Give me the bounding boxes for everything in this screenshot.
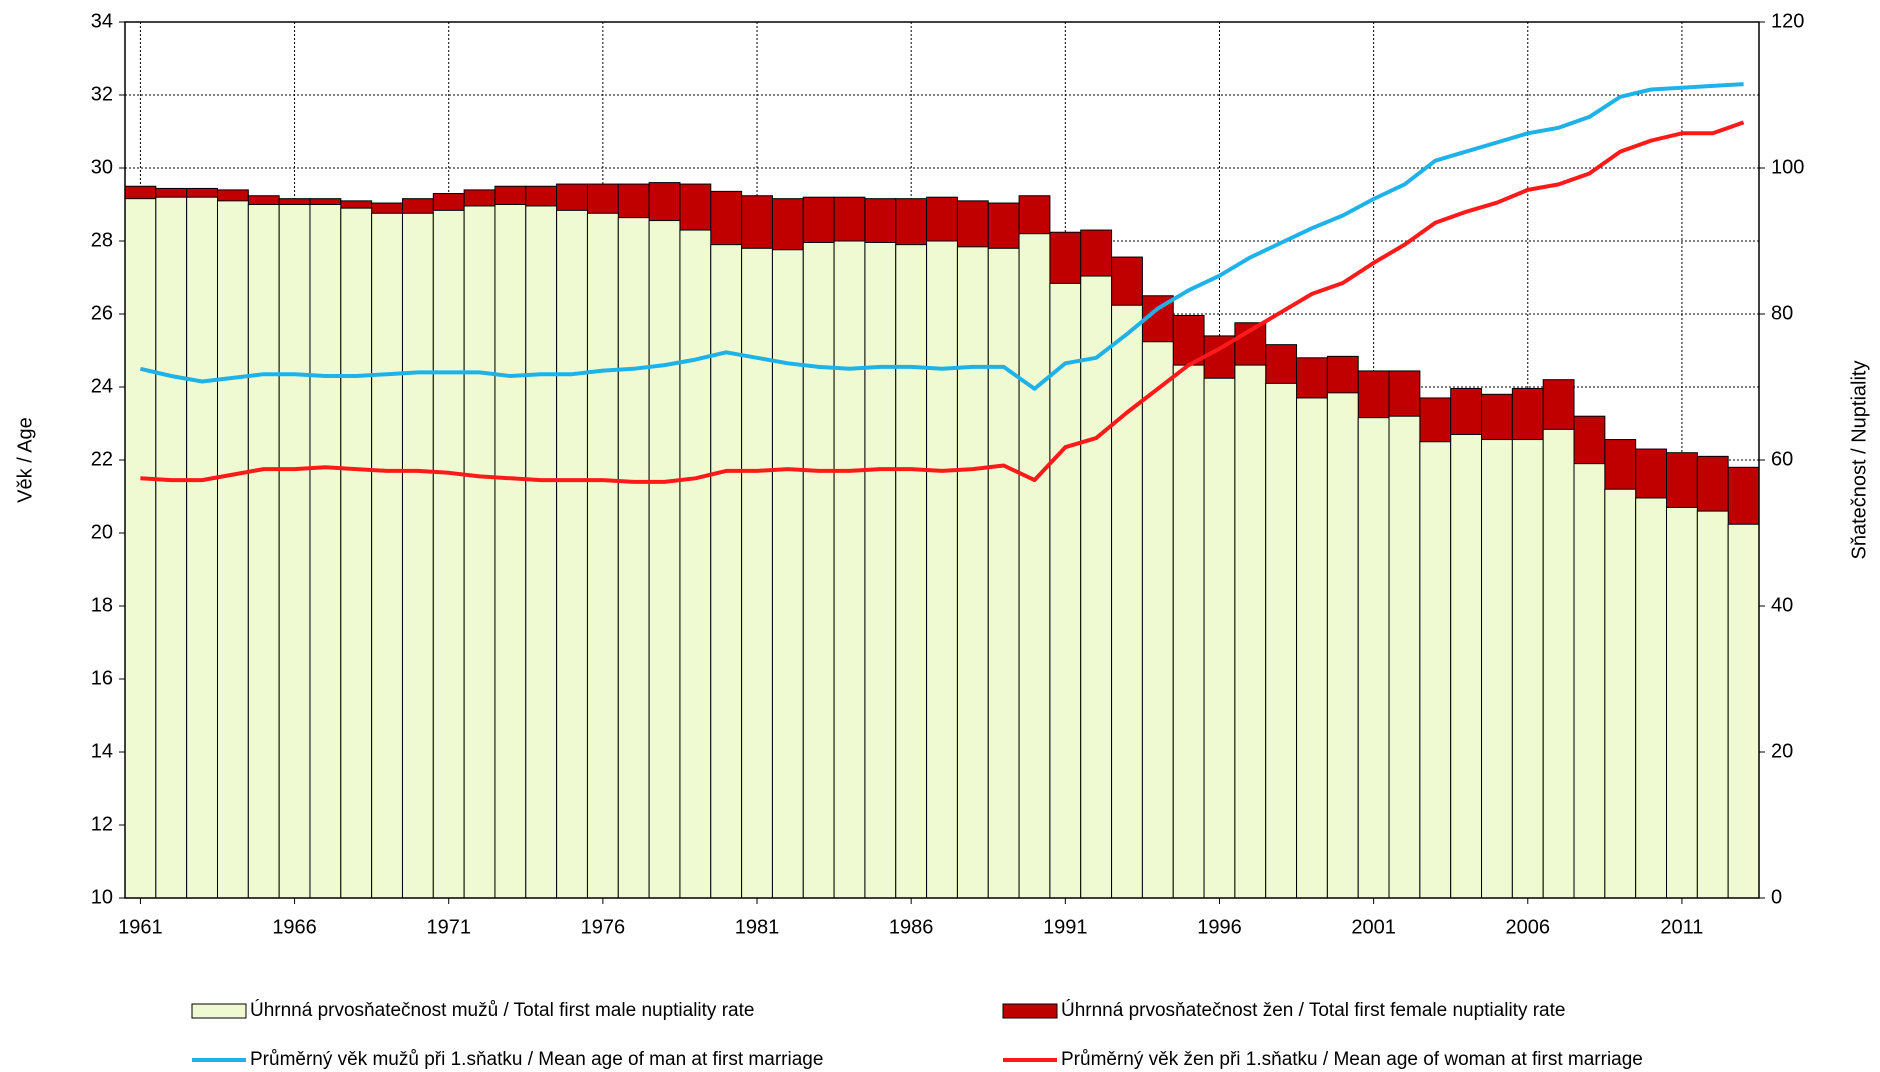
y-tick-label: 14 xyxy=(91,740,113,762)
bar xyxy=(556,209,588,899)
bar xyxy=(124,198,157,899)
line xyxy=(139,82,1744,391)
y-tick-label: 22 xyxy=(91,448,113,470)
bar xyxy=(802,241,835,899)
bar xyxy=(1326,392,1359,899)
bar xyxy=(741,247,773,899)
x-tick-label: 1981 xyxy=(735,916,780,938)
y-tick-label: 32 xyxy=(91,83,113,105)
bar xyxy=(833,240,866,899)
bar xyxy=(1172,364,1205,899)
legend-swatch xyxy=(1002,1003,1058,1019)
bar xyxy=(1388,415,1421,899)
bar xyxy=(1080,275,1113,899)
bar xyxy=(1450,433,1483,899)
plot-border xyxy=(124,21,1760,899)
bar xyxy=(1481,439,1513,899)
x-tick-label: 2006 xyxy=(1506,916,1551,938)
bar xyxy=(864,241,897,899)
bar xyxy=(1666,506,1698,899)
bar xyxy=(1296,397,1328,899)
y-tick-label: 30 xyxy=(91,156,113,178)
bar xyxy=(186,196,218,899)
y-axis-label: Věk / Age xyxy=(14,417,36,503)
bar xyxy=(1511,439,1544,899)
bar xyxy=(1141,341,1174,899)
x-tick-label: 1966 xyxy=(272,916,317,938)
x-tick-label: 1991 xyxy=(1043,916,1088,938)
bar xyxy=(771,249,804,899)
bar xyxy=(247,204,280,899)
bar xyxy=(525,205,558,899)
y-tick-label: 16 xyxy=(91,667,113,689)
bar xyxy=(1573,463,1606,899)
bar xyxy=(1727,523,1760,899)
y2-tick-label: 120 xyxy=(1771,10,1804,32)
y-tick-label: 24 xyxy=(91,375,113,397)
bar xyxy=(710,244,743,899)
bar xyxy=(278,204,311,899)
y-tick-label: 10 xyxy=(91,886,113,908)
x-tick-label: 1976 xyxy=(581,916,626,938)
bar xyxy=(1696,510,1729,899)
legend: Úhrnná prvosňatečnost mužů / Total first… xyxy=(191,999,1643,1070)
y-tick-label: 26 xyxy=(91,302,113,324)
bar xyxy=(895,244,928,899)
x-tick-label: 1961 xyxy=(118,916,163,938)
x-tick-label: 1986 xyxy=(889,916,934,938)
bar xyxy=(586,212,619,899)
bar xyxy=(1604,488,1637,899)
bar xyxy=(155,196,188,899)
x-tick-label: 2001 xyxy=(1351,916,1396,938)
y2-tick-label: 20 xyxy=(1771,740,1793,762)
bar xyxy=(987,247,1020,899)
bar xyxy=(1203,377,1236,899)
bar xyxy=(926,240,958,899)
line xyxy=(140,120,1745,484)
bar xyxy=(679,229,712,899)
bar xyxy=(1018,233,1051,899)
y-tick-label: 18 xyxy=(91,594,113,616)
y2-tick-label: 60 xyxy=(1771,448,1793,470)
y2-axis-label: Sňatečnost / Nuptiality xyxy=(1848,361,1870,560)
bar xyxy=(1111,304,1143,899)
bar xyxy=(401,212,434,899)
legend-swatch xyxy=(191,1003,247,1019)
y2-tick-label: 40 xyxy=(1771,594,1793,616)
legend-label: Průměrný věk mužů při 1.sňatku / Mean ag… xyxy=(250,1049,823,1070)
bar xyxy=(340,207,373,899)
y-tick-label: 34 xyxy=(91,10,113,32)
bar xyxy=(1357,417,1390,899)
x-tick-label: 2011 xyxy=(1660,916,1703,938)
bar xyxy=(1265,382,1298,899)
y-tick-label: 20 xyxy=(91,521,113,543)
bar xyxy=(216,200,249,899)
bar xyxy=(309,204,342,899)
x-tick-label: 1996 xyxy=(1197,916,1242,938)
y2-tick-label: 100 xyxy=(1771,156,1804,178)
legend-label: Průměrný věk žen při 1.sňatku / Mean age… xyxy=(1061,1049,1643,1070)
y-tick-label: 12 xyxy=(91,813,113,835)
bar xyxy=(648,220,681,899)
bar xyxy=(1049,282,1082,899)
y-tick-label: 28 xyxy=(91,229,113,251)
bar xyxy=(1635,497,1668,899)
y2-tick-label: 0 xyxy=(1771,886,1782,908)
bar xyxy=(432,209,465,899)
bar xyxy=(371,212,403,899)
bar xyxy=(1542,428,1575,899)
x-tick-label: 1971 xyxy=(426,916,471,938)
bar xyxy=(956,246,989,899)
bar xyxy=(463,205,496,899)
bar xyxy=(617,217,650,899)
bar xyxy=(1419,441,1452,899)
legend-label: Úhrnná prvosňatečnost mužů / Total first… xyxy=(250,999,754,1021)
y2-tick-label: 80 xyxy=(1771,302,1793,324)
legend-label: Úhrnná prvosňatečnost žen / Total first … xyxy=(1061,999,1565,1021)
bar xyxy=(1234,364,1267,899)
bar xyxy=(494,204,527,899)
